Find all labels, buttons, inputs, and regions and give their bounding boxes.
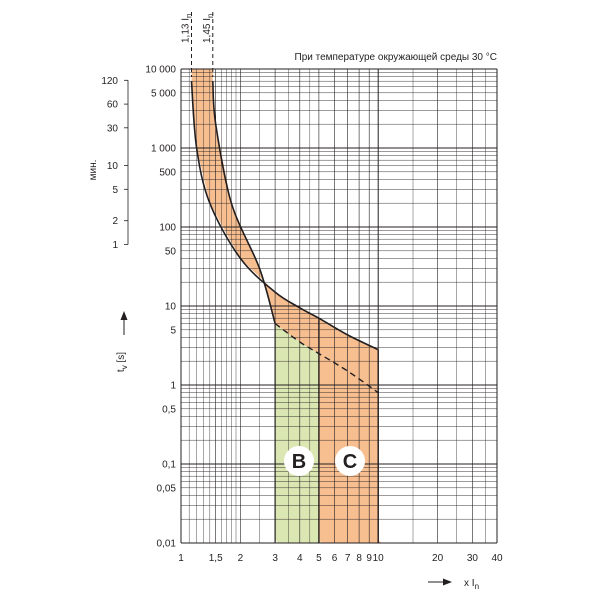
y-tick-label-minutes: 30 [107,123,119,134]
y-tick-label-minutes: 10 [107,161,119,172]
x-tick-label: 6 [332,553,338,564]
x-tick-label: 40 [491,553,503,564]
marker-label-main-1: 1,13 I [181,18,192,43]
marker-label-main-2: 1,45 I [202,18,213,43]
y-tick-label-seconds: 0,1 [162,460,176,471]
series-badge-b: B [284,446,314,476]
y-tick-label-seconds: 10 [165,302,177,313]
minutes-axis-label: мин. [88,160,99,181]
y-axis-title-sub: v [120,365,129,369]
y-tick-label-seconds: 1 [170,381,176,392]
x-axis-title-main: x I [464,578,475,589]
series-label-b: B [292,451,306,473]
y-tick-label-minutes: 5 [112,185,118,196]
y-axis-arrow [120,311,128,335]
series-badge-c: C [335,446,365,476]
badge-circle-b [284,446,314,476]
x-tick-label: 7 [345,553,351,564]
y-tick-label-minutes: 60 [107,100,119,111]
x-tick-label: 1 [178,553,184,564]
y-tick-label-seconds: 0,01 [157,539,177,550]
y-tick-label-seconds: 500 [159,167,176,178]
x-axis-title: x In [464,578,479,591]
lower-trip-curve [212,81,276,324]
y-axis-title-main: t [116,369,127,372]
x-tick-label: 2 [238,553,244,564]
y-tick-label-seconds: 100 [159,223,176,234]
marker-label-sub-1: n [185,14,194,18]
x-tick-label: 10 [373,553,385,564]
y-tick-label-seconds: 5 000 [151,88,176,99]
trip-curves [190,81,379,543]
x-tick-label: 8 [356,553,362,564]
x-tick-label: 20 [432,553,444,564]
badge-circle-c [335,446,365,476]
svg-text:tv [s]: tv [s] [116,352,129,372]
x-tick-label: 5 [316,553,322,564]
y-axis-title: tv [s] [116,352,129,372]
y-tick-label-minutes: 2 [112,216,118,227]
x-tick-label: 30 [467,553,479,564]
marker-label-1: 1,13 In [181,14,194,43]
y-tick-label-minutes: 1 [112,240,118,251]
x-tick-label: 9 [366,553,372,564]
x-tick-label: 3 [272,553,278,564]
x-axis-title-sub: n [475,582,479,591]
x-axis-arrow [428,578,452,586]
upper-trip-curve [190,81,379,351]
y-tick-label-seconds: 0,5 [162,404,176,415]
y-tick-label-minutes: 120 [101,76,118,87]
y-tick-label-seconds: 10 000 [145,65,176,76]
y-tick-label-seconds: 5 [170,325,176,336]
ambient-temperature-note: При температуре окружающей среды 30 °C [295,52,498,63]
y-tick-label-seconds: 1 000 [151,144,176,155]
series-label-c: C [343,451,357,473]
y-axis-title-unit: [s] [116,352,127,363]
x-tick-label: 1,5 [209,553,223,564]
x-tick-label: 4 [297,553,303,564]
marker-label-2: 1,45 In [202,14,215,43]
y-tick-label-seconds: 0,05 [157,483,177,494]
y-tick-label-seconds: 50 [165,246,177,257]
marker-label-sub-2: n [206,14,215,18]
chart-grid [180,68,498,544]
current-markers: 1,13 In1,45 In [181,12,215,77]
